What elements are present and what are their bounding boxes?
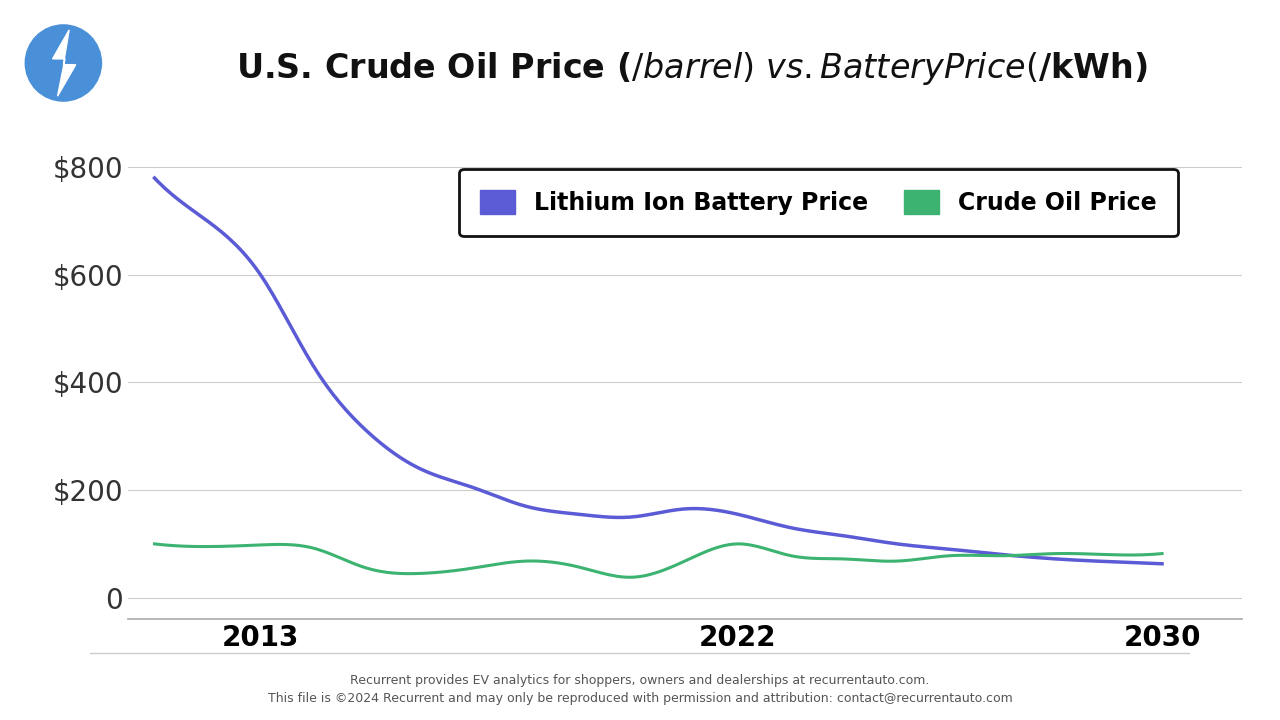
Polygon shape	[52, 30, 76, 96]
Text: Recurrent provides EV analytics for shoppers, owners and dealerships at recurren: Recurrent provides EV analytics for shop…	[351, 674, 929, 687]
Legend: Lithium Ion Battery Price, Crude Oil Price: Lithium Ion Battery Price, Crude Oil Pri…	[458, 168, 1178, 236]
Circle shape	[26, 25, 101, 101]
Text: This file is ©2024 Recurrent and may only be reproduced with permission and attr: This file is ©2024 Recurrent and may onl…	[268, 692, 1012, 705]
Text: U.S. Crude Oil Price ($/barrel) vs. Battery Price ($/kWh): U.S. Crude Oil Price ($/barrel) vs. Batt…	[236, 50, 1147, 87]
